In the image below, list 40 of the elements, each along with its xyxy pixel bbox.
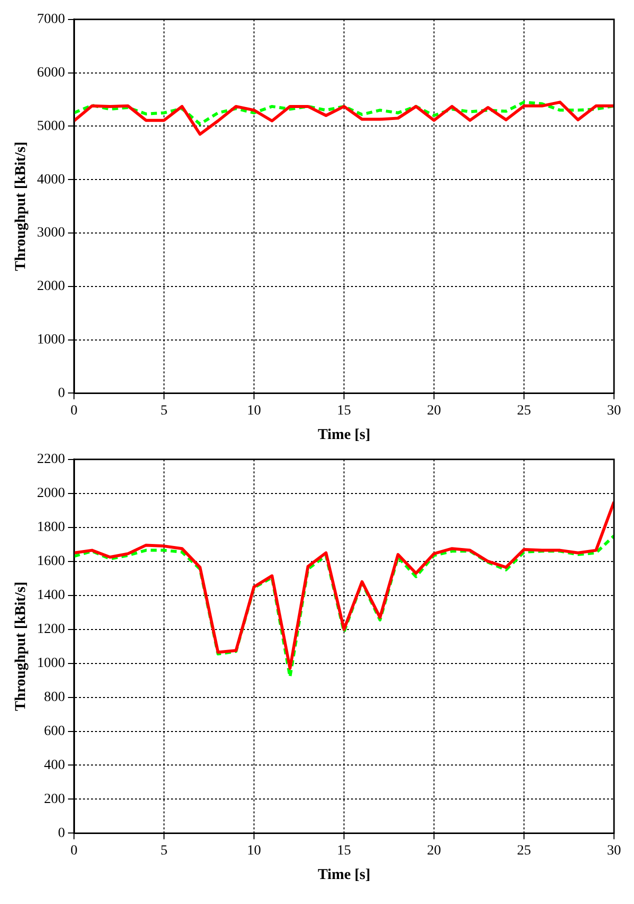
y-tick-label: 1200 [37,622,65,637]
x-tick-label: 25 [517,843,531,858]
y-tick-label: 400 [44,758,65,773]
x-tick-label: 0 [70,403,78,418]
x-tick-label: 25 [517,403,531,418]
x-tick-label: 10 [247,843,261,858]
y-tick-label: 2000 [37,486,65,502]
y-tick-label: 6000 [37,65,65,80]
y-tick-label: 1000 [37,656,65,671]
x-tick-label: 20 [427,843,441,858]
line-series [74,534,614,678]
y-tick-label: 2000 [37,279,65,294]
y-tick-label: 200 [44,792,65,807]
y-axis-title: Throughput [kBit/s] [12,582,29,711]
y-tick-label: 800 [44,690,65,705]
y-tick-label: 3000 [37,226,65,241]
x-tick-label: 20 [427,403,441,418]
y-tick-label: 600 [44,724,65,739]
y-tick-label: 1800 [37,520,65,536]
y-tick-label: 7000 [37,12,65,28]
x-tick-label: 15 [337,403,351,418]
x-axis-title: Time [s] [318,426,370,443]
y-axis-title: Throughput [kBit/s] [12,142,29,271]
x-axis-title: Time [s] [318,866,370,883]
x-tick-label: 5 [160,403,168,418]
x-tick-label: 5 [160,843,168,858]
y-tick-label: 1400 [37,588,65,603]
y-tick-label: 0 [58,826,65,841]
y-tick-label: 5000 [37,118,65,134]
y-tick-label: 2200 [37,452,65,468]
x-tick-label: 15 [337,843,351,858]
x-tick-label: 30 [607,843,621,858]
x-tick-label: 10 [247,403,261,418]
y-tick-label: 0 [58,386,65,401]
y-tick-label: 1600 [37,554,65,570]
x-tick-label: 30 [607,403,621,418]
line-series [74,100,614,126]
y-tick-label: 1000 [37,332,65,348]
x-tick-label: 0 [70,843,78,858]
y-tick-label: 4000 [37,172,65,188]
